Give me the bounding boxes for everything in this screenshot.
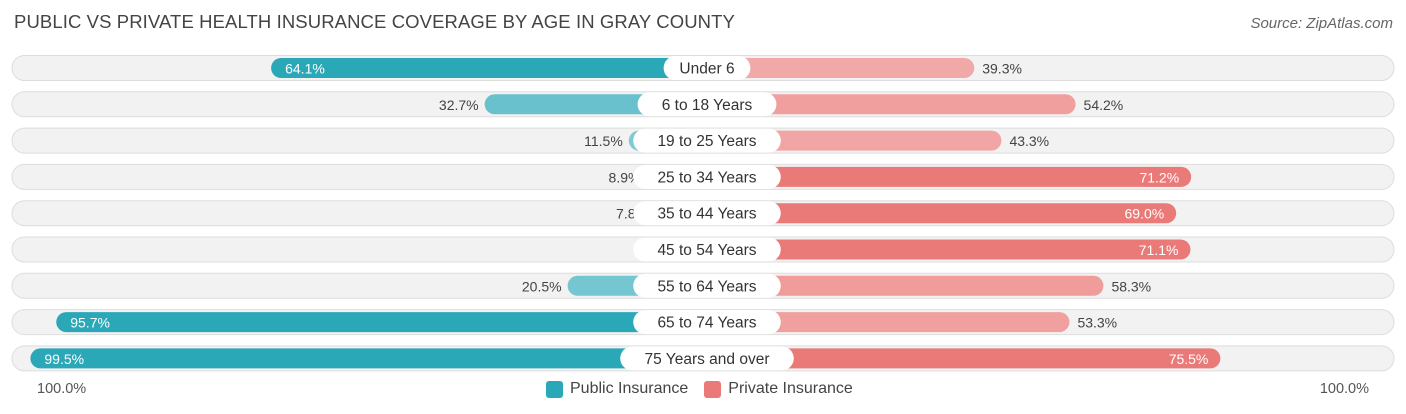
- category-label-45-to-54-years: 45 to 54 Years: [657, 242, 756, 259]
- category-label-75-years-and-over: 75 Years and over: [645, 351, 770, 368]
- category-pill-19-to-25-years: [633, 128, 781, 153]
- bar-private-35-to-44-years: [707, 203, 1177, 224]
- bar-private-45-to-54-years: [707, 239, 1191, 260]
- value-label-private-35-to-44-years: 69.0%: [1124, 206, 1164, 222]
- axis-left-label: 100.0%: [37, 381, 87, 397]
- bar-private-25-to-34-years: [707, 166, 1192, 187]
- value-label-private-75-years-and-over: 75.5%: [1169, 351, 1209, 367]
- category-pill-35-to-44-years: [633, 201, 781, 226]
- category-label-19-to-25-years: 19 to 25 Years: [657, 133, 756, 150]
- category-pill-6-to-18-years: [637, 92, 777, 117]
- value-label-private-under-6: 39.3%: [982, 61, 1022, 77]
- value-label-private-55-to-64-years: 58.3%: [1111, 278, 1151, 294]
- value-label-private-65-to-74-years: 53.3%: [1077, 315, 1117, 331]
- chart-title: PUBLIC VS PRIVATE HEALTH INSURANCE COVER…: [14, 11, 735, 32]
- category-pill-25-to-34-years: [633, 164, 781, 189]
- value-label-public-19-to-25-years: 11.5%: [584, 133, 623, 149]
- value-label-private-45-to-54-years: 71.1%: [1139, 242, 1179, 258]
- bar-private-65-to-74-years: [707, 312, 1070, 333]
- category-label-35-to-44-years: 35 to 44 Years: [657, 206, 756, 223]
- bar-public-under-6: [271, 58, 707, 78]
- legend-item-private[interactable]: Private Insurance: [704, 380, 853, 398]
- category-label-55-to-64-years: 55 to 64 Years: [657, 278, 756, 295]
- value-label-private-6-to-18-years: 54.2%: [1084, 97, 1124, 113]
- category-pill-45-to-54-years: [633, 237, 781, 262]
- bar-private-55-to-64-years: [707, 275, 1104, 296]
- category-label-under-6: Under 6: [679, 61, 734, 78]
- legend-item-public[interactable]: Public Insurance: [546, 380, 688, 398]
- bar-public-65-to-74-years: [56, 312, 708, 333]
- value-label-public-6-to-18-years: 32.7%: [439, 97, 479, 113]
- bar-public-75-years-and-over: [30, 348, 707, 369]
- category-label-65-to-74-years: 65 to 74 Years: [657, 315, 756, 332]
- source-note: Source: ZipAtlas.com: [1250, 15, 1393, 32]
- value-label-private-19-to-25-years: 43.3%: [1009, 133, 1049, 149]
- bar-private-6-to-18-years: [707, 94, 1076, 115]
- value-label-public-under-6: 64.1%: [285, 61, 325, 77]
- legend-label-private: Private Insurance: [728, 380, 853, 397]
- value-label-public-25-to-34-years: 8.9%: [609, 169, 641, 185]
- category-pill-75-years-and-over: [620, 346, 794, 371]
- axis-right-label: 100.0%: [1319, 381, 1369, 397]
- bar-private-75-years-and-over: [707, 348, 1221, 369]
- category-pill-55-to-64-years: [633, 273, 781, 298]
- value-label-private-25-to-34-years: 71.2%: [1139, 169, 1179, 185]
- value-label-public-75-years-and-over: 99.5%: [44, 351, 84, 367]
- bar-private-19-to-25-years: [707, 130, 1002, 151]
- legend-swatch-public: [546, 380, 563, 398]
- category-pill-65-to-74-years: [633, 310, 781, 335]
- legend-swatch-private: [704, 380, 722, 398]
- value-label-public-65-to-74-years: 95.7%: [70, 315, 110, 331]
- legend-label-public: Public Insurance: [570, 380, 689, 397]
- legend: Public Insurance Private Insurance: [546, 380, 869, 398]
- value-label-public-55-to-64-years: 20.5%: [522, 278, 562, 294]
- bar-private-under-6: [707, 58, 975, 78]
- category-label-25-to-34-years: 25 to 34 Years: [657, 169, 756, 186]
- category-label-6-to-18-years: 6 to 18 Years: [662, 97, 753, 114]
- category-pill-under-6: [663, 56, 751, 80]
